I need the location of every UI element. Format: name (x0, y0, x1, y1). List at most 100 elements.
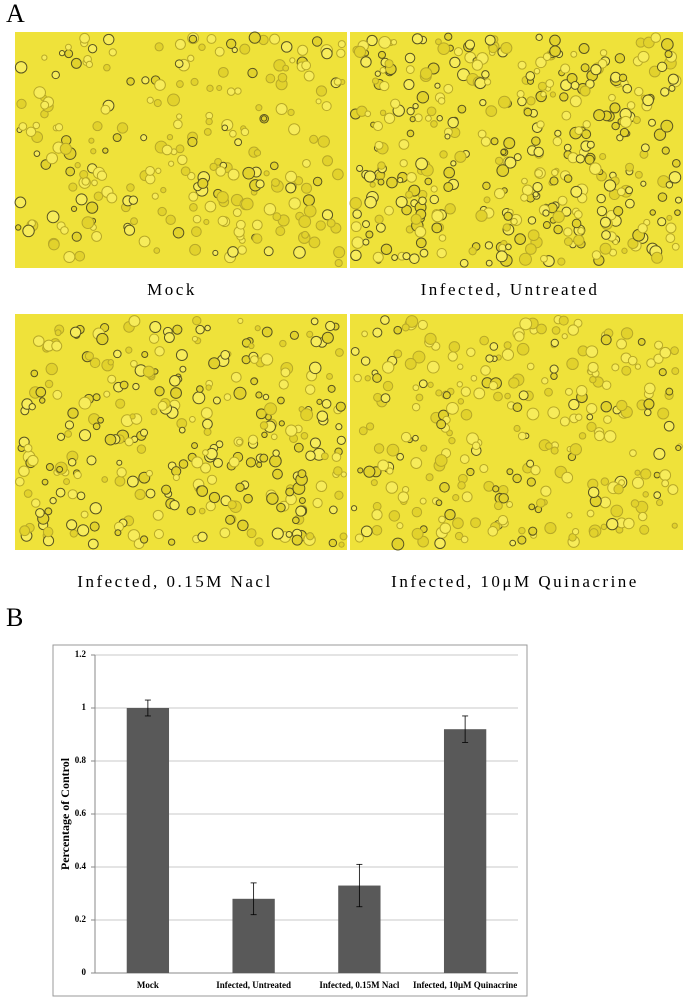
cell (434, 537, 446, 550)
cell (353, 45, 367, 58)
cell (536, 323, 547, 335)
cell (22, 224, 35, 238)
cell (474, 77, 487, 90)
cell (227, 168, 240, 181)
cell (16, 98, 27, 110)
micrograph (350, 314, 683, 550)
cell (576, 385, 588, 397)
cell (453, 47, 463, 57)
cell (568, 398, 580, 411)
panel-label: B (6, 603, 23, 632)
cell (603, 415, 612, 424)
cell (434, 82, 441, 89)
cell (646, 358, 656, 368)
cell (217, 66, 229, 78)
cell (570, 50, 578, 58)
cell (301, 230, 309, 239)
cell (189, 243, 202, 256)
cell (549, 34, 561, 47)
cell (315, 98, 322, 105)
cell (371, 525, 383, 536)
cell (657, 407, 670, 420)
cell (619, 127, 630, 138)
cell (160, 186, 167, 194)
cell (533, 67, 541, 75)
cell (443, 166, 455, 179)
cell (593, 109, 606, 122)
cell (333, 246, 346, 259)
cell (561, 110, 572, 121)
cell (643, 408, 652, 417)
cell (93, 191, 104, 202)
cell (480, 365, 491, 376)
cell (580, 63, 590, 73)
cell (169, 375, 181, 387)
cell (586, 140, 595, 149)
cell (671, 522, 678, 529)
cell (663, 420, 675, 432)
cell (540, 254, 548, 263)
cell (406, 172, 417, 183)
cell (161, 144, 173, 156)
cell (436, 115, 443, 122)
cell (279, 339, 287, 348)
cell (259, 453, 269, 463)
cell (581, 129, 592, 140)
cell (444, 203, 456, 215)
cell (623, 517, 635, 530)
cell (304, 384, 316, 395)
cell (653, 471, 661, 479)
cell (502, 223, 511, 232)
cell (418, 196, 427, 206)
cell (32, 335, 45, 347)
cell (141, 76, 150, 85)
cell (124, 437, 134, 447)
cell (280, 367, 291, 378)
cell (442, 391, 451, 400)
cell (586, 509, 595, 518)
cell (277, 396, 285, 405)
cell (586, 402, 598, 415)
cell (370, 479, 378, 487)
cell (270, 433, 278, 441)
cell (552, 136, 563, 147)
cell (380, 393, 391, 404)
cell (600, 334, 612, 346)
cell (551, 168, 559, 177)
cell (282, 64, 290, 72)
cell (587, 361, 599, 373)
cell (582, 120, 591, 129)
cell (129, 413, 136, 420)
cell (255, 179, 265, 189)
cell (177, 154, 188, 166)
cell (606, 517, 619, 531)
cell (587, 486, 600, 499)
cell (272, 449, 280, 457)
cell (374, 140, 384, 150)
cell (233, 386, 247, 400)
cell (575, 154, 585, 164)
cell (64, 43, 72, 51)
cell (86, 455, 97, 466)
caption: Infected, 0.15M Nacl (77, 572, 272, 591)
cell (306, 532, 315, 541)
cell (88, 137, 95, 144)
cell (668, 84, 676, 92)
cell (401, 323, 410, 332)
cell (659, 346, 672, 359)
cell (466, 467, 475, 477)
cell (498, 493, 509, 504)
cell (526, 459, 535, 468)
cell (154, 79, 166, 91)
cell (28, 403, 36, 411)
cell (438, 234, 447, 242)
cell (611, 363, 620, 372)
cell (59, 142, 72, 155)
cell (600, 523, 608, 531)
cell (363, 170, 377, 183)
cell (551, 326, 561, 335)
cell (519, 317, 533, 331)
cell (221, 124, 229, 132)
cell (30, 369, 39, 378)
